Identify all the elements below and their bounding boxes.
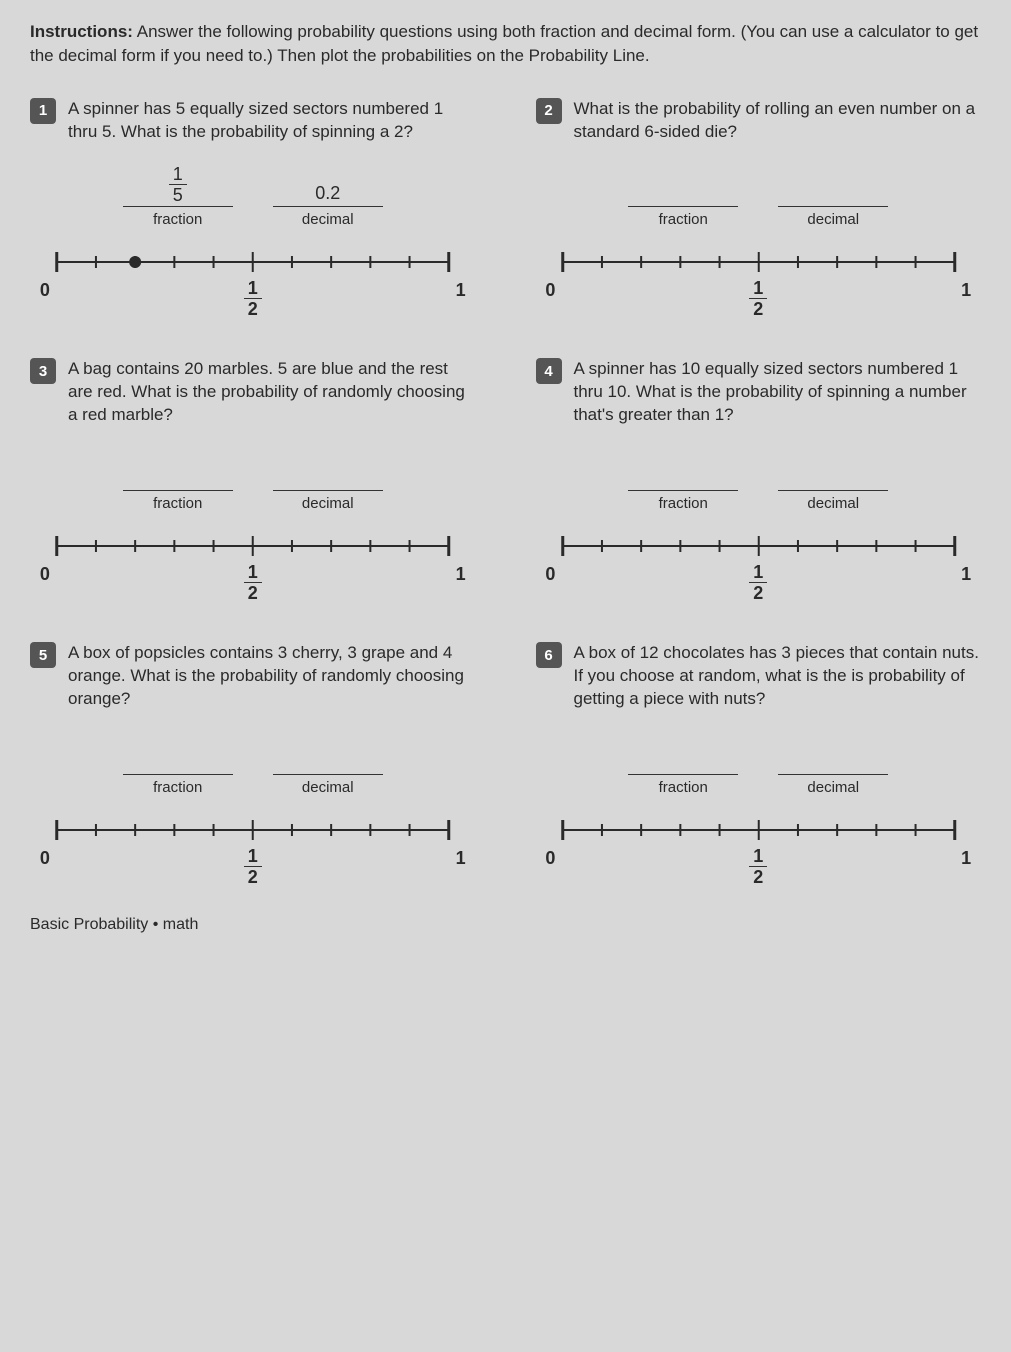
decimal-label: decimal [778, 495, 888, 512]
problem-text: A box of 12 chocolates has 3 pieces that… [574, 642, 982, 711]
fraction-blank[interactable] [628, 457, 738, 491]
decimal-label: decimal [778, 211, 888, 228]
nl-label-0: 0 [40, 280, 50, 301]
nl-label-1: 1 [456, 280, 466, 301]
fraction-label: fraction [628, 779, 738, 796]
nl-label-0: 0 [40, 564, 50, 585]
fraction-blank[interactable] [628, 741, 738, 775]
number-line-labels: 0 12 1 [30, 848, 476, 878]
fraction-blank[interactable] [123, 457, 233, 491]
instructions-block: Instructions: Answer the following proba… [30, 20, 981, 68]
problem-text: A spinner has 5 equally sized sectors nu… [68, 98, 476, 144]
fraction-blank[interactable] [628, 173, 738, 207]
problem-number-box: 3 [30, 358, 56, 384]
nl-label-1: 1 [961, 564, 971, 585]
fraction-blank[interactable]: 15 [123, 173, 233, 207]
fraction-label: fraction [123, 779, 233, 796]
decimal-blank[interactable] [778, 741, 888, 775]
number-line-labels: 0 12 1 [30, 280, 476, 310]
problem-2: 2 What is the probability of rolling an … [536, 98, 982, 309]
nl-label-0: 0 [545, 280, 555, 301]
number-line: 0 12 1 [30, 816, 476, 876]
answer-row: fraction decimal [30, 741, 476, 796]
fraction-label: fraction [628, 495, 738, 512]
nl-label-half: 12 [244, 846, 262, 886]
decimal-label: decimal [273, 779, 383, 796]
nl-label-half: 12 [244, 562, 262, 602]
answer-row: fraction decimal [536, 741, 982, 796]
answer-row: 15 fraction 0.2 decimal [30, 173, 476, 228]
problem-4: 4 A spinner has 10 equally sized sectors… [536, 358, 982, 592]
nl-label-half: 12 [749, 846, 767, 886]
problem-text: A box of popsicles contains 3 cherry, 3 … [68, 642, 476, 711]
problem-number-box: 2 [536, 98, 562, 124]
number-line: 0 12 1 [536, 816, 982, 876]
nl-label-half: 12 [749, 562, 767, 602]
problem-number-box: 4 [536, 358, 562, 384]
number-line: 0 12 1 [536, 248, 982, 308]
problem-text: A spinner has 10 equally sized sectors n… [574, 358, 982, 427]
number-line: 0 12 1 [536, 532, 982, 592]
number-line: 0 12 1 [30, 248, 476, 308]
problem-number-box: 6 [536, 642, 562, 668]
fraction-label: fraction [123, 495, 233, 512]
number-line-labels: 0 12 1 [536, 848, 982, 878]
problem-1: 1 A spinner has 5 equally sized sectors … [30, 98, 476, 309]
decimal-label: decimal [273, 495, 383, 512]
nl-label-0: 0 [40, 848, 50, 869]
decimal-label: decimal [778, 779, 888, 796]
number-line-labels: 0 12 1 [30, 564, 476, 594]
decimal-blank[interactable] [273, 457, 383, 491]
problem-5: 5 A box of popsicles contains 3 cherry, … [30, 642, 476, 876]
fraction-blank[interactable] [123, 741, 233, 775]
answer-fraction: 15 [169, 165, 187, 204]
fraction-label: fraction [123, 211, 233, 228]
decimal-blank[interactable] [778, 173, 888, 207]
problem-6: 6 A box of 12 chocolates has 3 pieces th… [536, 642, 982, 876]
nl-label-1: 1 [456, 564, 466, 585]
instructions-text: Answer the following probability questio… [30, 22, 978, 65]
nl-label-1: 1 [456, 848, 466, 869]
nl-label-1: 1 [961, 848, 971, 869]
problem-number-box: 1 [30, 98, 56, 124]
fraction-label: fraction [628, 211, 738, 228]
decimal-label: decimal [273, 211, 383, 228]
answer-row: fraction decimal [30, 457, 476, 512]
problem-number-box: 5 [30, 642, 56, 668]
decimal-blank[interactable]: 0.2 [273, 173, 383, 207]
number-line: 0 12 1 [30, 532, 476, 592]
problem-text: A bag contains 20 marbles. 5 are blue an… [68, 358, 476, 427]
nl-label-half: 12 [749, 278, 767, 318]
answer-row: fraction decimal [536, 457, 982, 512]
footer-text: Basic Probability • math [30, 916, 981, 934]
problems-grid: 1 A spinner has 5 equally sized sectors … [30, 98, 981, 877]
problem-text: What is the probability of rolling an ev… [574, 98, 982, 144]
nl-label-0: 0 [545, 564, 555, 585]
decimal-blank[interactable] [778, 457, 888, 491]
nl-label-1: 1 [961, 280, 971, 301]
answer-row: fraction decimal [536, 173, 982, 228]
instructions-label: Instructions: [30, 22, 133, 41]
nl-label-0: 0 [545, 848, 555, 869]
problem-3: 3 A bag contains 20 marbles. 5 are blue … [30, 358, 476, 592]
number-line-labels: 0 12 1 [536, 564, 982, 594]
number-line-labels: 0 12 1 [536, 280, 982, 310]
nl-label-half: 12 [244, 278, 262, 318]
decimal-blank[interactable] [273, 741, 383, 775]
